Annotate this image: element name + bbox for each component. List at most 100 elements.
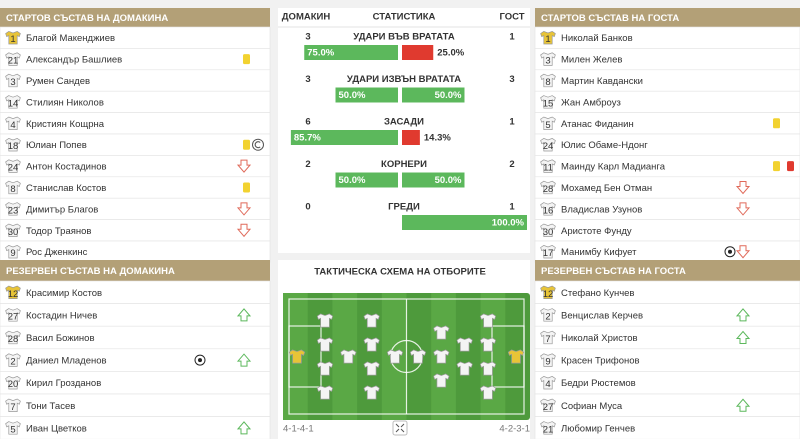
sub-in-icon [735, 308, 751, 322]
stats-header: ДОМАКИН [282, 12, 331, 23]
shirt-icon [5, 202, 21, 216]
expand-button[interactable] [392, 420, 408, 436]
shirt-icon [433, 349, 450, 364]
player-name: Аристоте Фунду [561, 226, 632, 237]
player-name: Николай Христов [561, 333, 638, 344]
player-name: Красен Трифонов [561, 356, 640, 367]
away-bar [402, 215, 527, 230]
shirt-number: 7 [10, 402, 15, 413]
shirt-number: 16 [543, 205, 554, 216]
player-name: Владислав Узунов [561, 204, 642, 215]
shirt-number: 18 [8, 141, 19, 152]
tactics-title: ТАКТИЧЕСКА СХЕМА НА ОТБОРИТЕ [314, 267, 486, 278]
player-row [534, 416, 800, 439]
shirt-number: 12 [8, 289, 19, 300]
player-name: Румен Сандев [26, 76, 90, 87]
sub-in-icon [236, 353, 252, 367]
player-name: Мартин Кавдански [561, 76, 643, 87]
home-bar [335, 172, 398, 188]
player-name: Жан Амброуз [561, 97, 621, 108]
shirt-icon [5, 159, 21, 173]
shirt-number: 14 [8, 98, 19, 109]
away-stat: 1 [509, 202, 515, 213]
player-name: Димитър Благов [26, 204, 98, 215]
shirt-number: 3 [545, 56, 550, 67]
shirt-icon [540, 285, 556, 299]
shirt-icon [316, 361, 334, 376]
away-pct: 25.0% [437, 48, 464, 59]
player-name: Бедри Рюстемов [561, 378, 636, 389]
shirt-icon [5, 330, 21, 345]
player-name: Рос Дженкинс [26, 247, 88, 258]
shirt-icon [5, 138, 21, 152]
away-stat: 2 [509, 159, 514, 170]
player-row [0, 416, 271, 439]
player-name: Васил Божинов [26, 333, 95, 344]
shirt-number: 11 [543, 163, 553, 174]
shirt-icon [479, 385, 497, 400]
goal-icon [198, 358, 202, 363]
shirt-number: 27 [8, 311, 19, 322]
shirt-icon [540, 330, 556, 345]
player-name: Даниел Младенов [26, 356, 107, 367]
shirt-icon [479, 361, 497, 376]
home-pct: 50.0% [339, 90, 366, 101]
shirt-number: 23 [8, 205, 19, 216]
player-name: Любомир Генчев [561, 423, 635, 434]
shirt-icon [433, 325, 450, 340]
player-name: Красимир Костов [26, 288, 102, 299]
shirt-number: 30 [8, 227, 19, 238]
player-name: Тони Тасев [26, 401, 75, 412]
red-card [787, 161, 794, 172]
pitch-line [491, 325, 525, 388]
away-pct: 50.0% [435, 90, 462, 101]
home-stat: 3 [305, 74, 310, 85]
home-stat: 3 [305, 32, 310, 43]
away-pct: 50.0% [435, 175, 462, 186]
sub-out-icon [735, 202, 751, 216]
shirt-icon [316, 313, 334, 328]
stat-label: УДАРИ ВЪВ ВРАТАТА [353, 32, 455, 43]
shirt-icon [386, 349, 404, 364]
sub-out-icon [236, 223, 252, 238]
shirt-number: 8 [545, 77, 550, 88]
shirt-number: 27 [543, 402, 554, 413]
sub-out-icon [236, 159, 252, 173]
shirt-icon [5, 421, 21, 435]
away-pct: 100.0% [492, 218, 525, 229]
shirt-icon [316, 385, 334, 400]
shirt-number: 24 [8, 163, 19, 174]
away-stat: 1 [509, 32, 515, 43]
shirt-icon [540, 223, 556, 237]
section-title: СТАРТОВ СЪСТАВ НА ГОСТА [541, 13, 679, 24]
expand-icon [395, 423, 405, 433]
shirt-icon [456, 337, 473, 352]
shirt-icon [540, 180, 556, 195]
shirt-icon [540, 116, 556, 130]
shirt-icon [288, 349, 306, 364]
shirt-icon [433, 373, 450, 388]
shirt-icon [5, 285, 21, 299]
player-name: Софиан Муса [561, 401, 623, 412]
shirt-number: 24 [543, 141, 554, 152]
home-bar [290, 130, 398, 145]
shirt-icon [5, 308, 21, 322]
yellow-card [243, 139, 250, 150]
shirt-icon [540, 95, 556, 109]
captain-icon [252, 138, 264, 151]
player-name: Юлиан Попев [26, 140, 87, 151]
shirt-icon [5, 31, 21, 45]
shirt-number: 20 [8, 379, 19, 390]
home-formation: 4-1-4-1 [283, 424, 314, 435]
player-name: Станислав Костов [26, 183, 106, 194]
player-name: Маинду Карл Мадианга [561, 162, 666, 173]
shirt-icon [540, 421, 556, 435]
sub-out-icon [735, 181, 751, 195]
shirt-icon [540, 308, 556, 322]
section-header [535, 260, 800, 281]
sub-in-icon [735, 330, 751, 344]
shirt-number: 15 [543, 98, 554, 109]
shirt-icon [340, 349, 357, 364]
shirt-icon [540, 376, 556, 390]
